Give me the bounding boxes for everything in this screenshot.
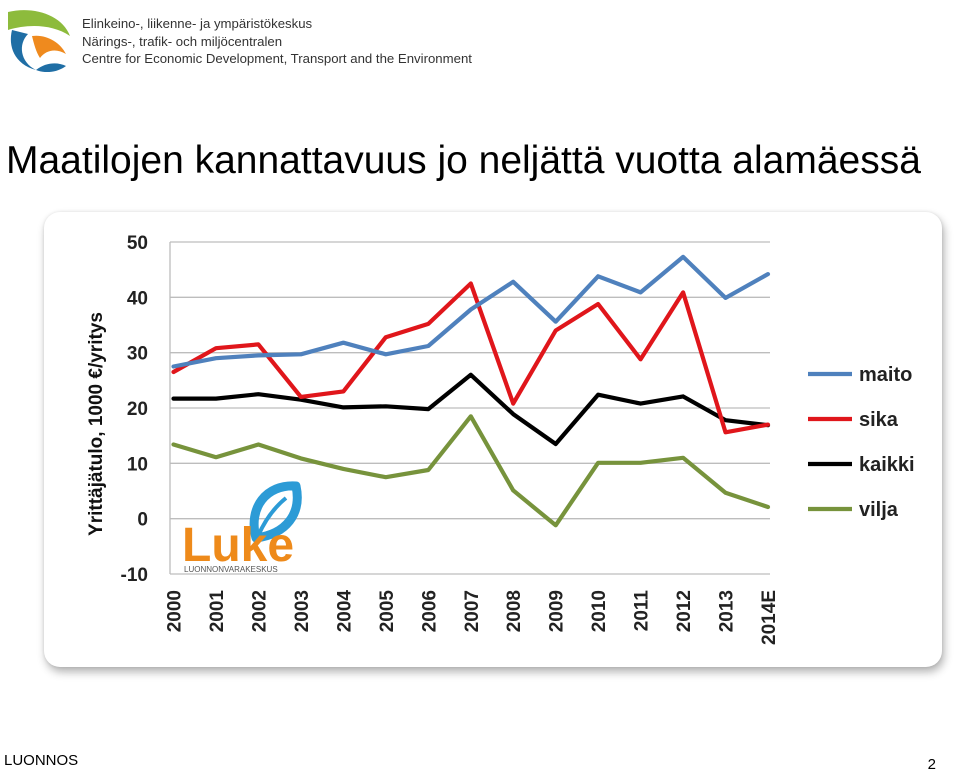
x-tick-label: 2013 <box>717 590 738 632</box>
org-name-finnish: Elinkeino-, liikenne- ja ympäristökeskus <box>82 16 313 31</box>
legend-label-maito: maito <box>859 364 912 386</box>
y-tick-label: 50 <box>127 233 148 254</box>
org-name-swedish: Närings-, trafik- och miljöcentralen <box>82 33 283 49</box>
header: Elinkeino-, liikenne- ja ympäristökeskus… <box>0 0 960 80</box>
luke-leaf-stem <box>256 496 288 537</box>
x-tick-label: 2008 <box>504 590 525 632</box>
series-lines <box>171 254 771 528</box>
x-tick-label: 2001 <box>207 590 228 633</box>
y-tick-label: 40 <box>127 288 148 309</box>
page-number: 2 <box>927 756 936 773</box>
x-tick-label: 2006 <box>419 590 440 632</box>
x-tick-label: 2005 <box>377 590 398 633</box>
series-line-sika <box>171 281 771 435</box>
draft-label: LUONNOS <box>4 752 79 769</box>
chart-panel: -10 0 10 20 30 40 50 2000 2001 2002 2003 2004 2005 2… <box>44 212 942 667</box>
series-line-vilja <box>171 414 771 528</box>
legend-label-vilja: vilja <box>859 499 899 521</box>
ely-logo-orange-shape <box>32 35 66 58</box>
legend-label-kaikki: kaikki <box>859 454 915 476</box>
x-tick-label: 2014E <box>759 590 780 645</box>
x-tick-label: 2007 <box>462 590 483 632</box>
x-tick-label: 2009 <box>547 590 568 632</box>
x-tick-label: 2010 <box>589 590 610 632</box>
luke-wordmark: Luke <box>182 519 294 572</box>
slide-title: Maatilojen kannattavuus jo neljättä vuot… <box>6 139 921 182</box>
legend-label-sika: sika <box>859 409 899 431</box>
luke-leaf-icon <box>249 481 302 543</box>
series-line-maito <box>171 254 771 369</box>
luke-tagline: LUONNONVARAKESKUS <box>184 565 278 574</box>
x-tick-label: 2000 <box>165 590 186 632</box>
org-name-english: Centre for Economic Development, Transpo… <box>82 51 472 66</box>
x-axis-ticks: 2000 2001 2002 2003 2004 2005 2006 2007 2008 2009… <box>165 590 781 645</box>
x-tick-label: 2012 <box>674 590 695 632</box>
luke-logo: Luke LUONNONVARAKESKUS <box>182 481 302 574</box>
organization-name: Elinkeino-, liikenne- ja ympäristökeskus… <box>82 15 472 68</box>
series-line-kaikki <box>171 372 771 447</box>
y-tick-label: 10 <box>127 454 148 475</box>
ely-centre-logo <box>8 10 70 72</box>
y-axis-ticks: -10 0 10 20 30 40 50 <box>121 233 148 586</box>
x-tick-label: 2004 <box>334 590 355 633</box>
gridlines <box>169 241 770 575</box>
y-tick-label: 0 <box>137 510 148 531</box>
ely-logo-dark-blue-shape <box>36 63 66 72</box>
y-tick-label: -10 <box>121 565 148 586</box>
y-tick-label: 30 <box>127 344 148 365</box>
ely-logo-green-leaf <box>8 10 70 36</box>
x-tick-label: 2002 <box>249 590 270 632</box>
y-tick-label: 20 <box>127 399 148 420</box>
y-axis-label: Yrittäjätulo, 1000 €/yritys <box>86 312 107 536</box>
chart-legend: maito sika kaikki vilja <box>808 364 915 521</box>
x-tick-label: 2003 <box>292 590 313 632</box>
ely-logo-blue-shape <box>10 30 36 70</box>
x-tick-label: 2011 <box>632 590 653 632</box>
